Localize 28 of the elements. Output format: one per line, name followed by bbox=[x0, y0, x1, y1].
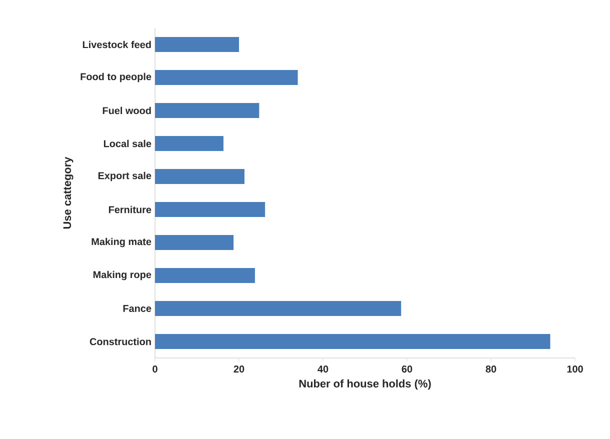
y-tick-label: Making rope bbox=[93, 270, 152, 280]
x-tick-label: 100 bbox=[567, 366, 583, 373]
bar bbox=[155, 37, 239, 52]
bar bbox=[155, 235, 234, 250]
y-tick-label: Food to people bbox=[80, 72, 152, 82]
y-axis-title: Use cattegory bbox=[63, 156, 74, 229]
bar bbox=[155, 136, 224, 151]
x-tick-label: 80 bbox=[486, 366, 496, 373]
y-tick-label: Export sale bbox=[98, 172, 152, 182]
bar bbox=[155, 103, 260, 118]
y-tick-label: Fance bbox=[123, 305, 152, 312]
y-tick-label: Making mate bbox=[92, 238, 152, 248]
y-tick-label: Ferniture bbox=[108, 206, 152, 214]
bar bbox=[155, 334, 550, 350]
x-tick-label: 0 bbox=[152, 366, 158, 373]
bar bbox=[155, 202, 266, 218]
bar bbox=[155, 169, 244, 184]
y-tick-label: Local sale bbox=[104, 140, 152, 148]
y-tick-label: Livestock feed bbox=[82, 40, 151, 48]
bar bbox=[155, 301, 402, 316]
x-axis-title: Nuber of house holds (%) bbox=[299, 379, 431, 390]
x-tick-label: 60 bbox=[402, 366, 412, 373]
y-tick-label: Fuel wood bbox=[102, 106, 151, 114]
bar bbox=[155, 268, 255, 284]
y-tick-label: Construction bbox=[90, 338, 151, 346]
x-tick-label: 40 bbox=[318, 366, 328, 373]
x-tick-label: 20 bbox=[234, 366, 244, 373]
bar bbox=[155, 70, 298, 85]
